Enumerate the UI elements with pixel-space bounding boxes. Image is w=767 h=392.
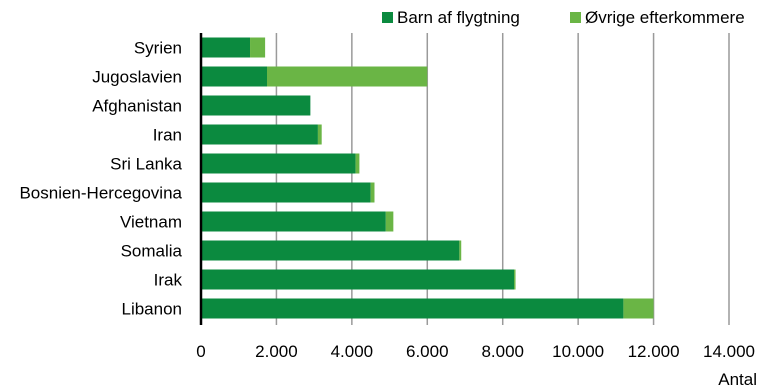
bar-segment-barn	[201, 298, 624, 319]
legend: Barn af flygtning Øvrige efterkommere	[382, 8, 745, 27]
bar-segment-ovrige	[267, 66, 428, 87]
bar-segment-barn	[201, 211, 386, 232]
category-label: Vietnam	[120, 213, 182, 232]
bar-segment-barn	[201, 269, 515, 290]
legend-label-barn: Barn af flygtning	[397, 8, 520, 27]
bar-segment-barn	[201, 153, 356, 174]
x-tick-label: 4.000	[331, 342, 374, 361]
bar-segment-ovrige	[514, 269, 516, 290]
x-tick-label: 2.000	[255, 342, 298, 361]
bar-segment-ovrige	[370, 182, 375, 203]
bar-segment-barn	[201, 182, 371, 203]
bar-segment-barn	[201, 66, 267, 87]
x-axis-label: Antal	[718, 370, 757, 389]
category-label: Iran	[153, 126, 182, 145]
bar-segment-barn	[201, 240, 460, 261]
category-labels: Syrien Jugoslavien Afghanistan Iran Sri Lank…	[19, 39, 182, 319]
bar-segment-ovrige	[385, 211, 394, 232]
category-label: Somalia	[121, 242, 183, 261]
category-label: Sri Lanka	[110, 155, 182, 174]
x-tick-labels: 0 2.000 4.000 6.000 8.000 10.000 12.000 14.000	[196, 342, 755, 361]
bar-segment-ovrige	[317, 124, 322, 145]
legend-swatch-barn	[382, 12, 393, 23]
bar-segment-barn	[201, 95, 311, 116]
x-tick-label: 14.000	[703, 342, 755, 361]
x-tick-label: 10.000	[552, 342, 604, 361]
x-tick-label: 8.000	[481, 342, 524, 361]
x-tick-label: 12.000	[628, 342, 680, 361]
bar-segment-ovrige	[459, 240, 462, 261]
bar-segment-ovrige	[623, 298, 654, 319]
bar-segment-ovrige	[250, 37, 266, 58]
x-tick-label: 0	[196, 342, 205, 361]
category-label: Afghanistan	[92, 97, 182, 116]
bar-segment-ovrige	[355, 153, 360, 174]
category-label: Libanon	[121, 300, 182, 319]
category-label: Bosnien-Hercegovina	[19, 184, 182, 203]
legend-label-ovrige: Øvrige efterkommere	[585, 8, 745, 27]
legend-swatch-ovrige	[570, 12, 581, 23]
bar-segment-barn	[201, 124, 318, 145]
category-label: Irak	[154, 271, 183, 290]
bar-segment-barn	[201, 37, 251, 58]
bars	[201, 37, 654, 319]
category-label: Jugoslavien	[92, 68, 182, 87]
x-tick-label: 6.000	[406, 342, 449, 361]
category-label: Syrien	[134, 39, 182, 58]
